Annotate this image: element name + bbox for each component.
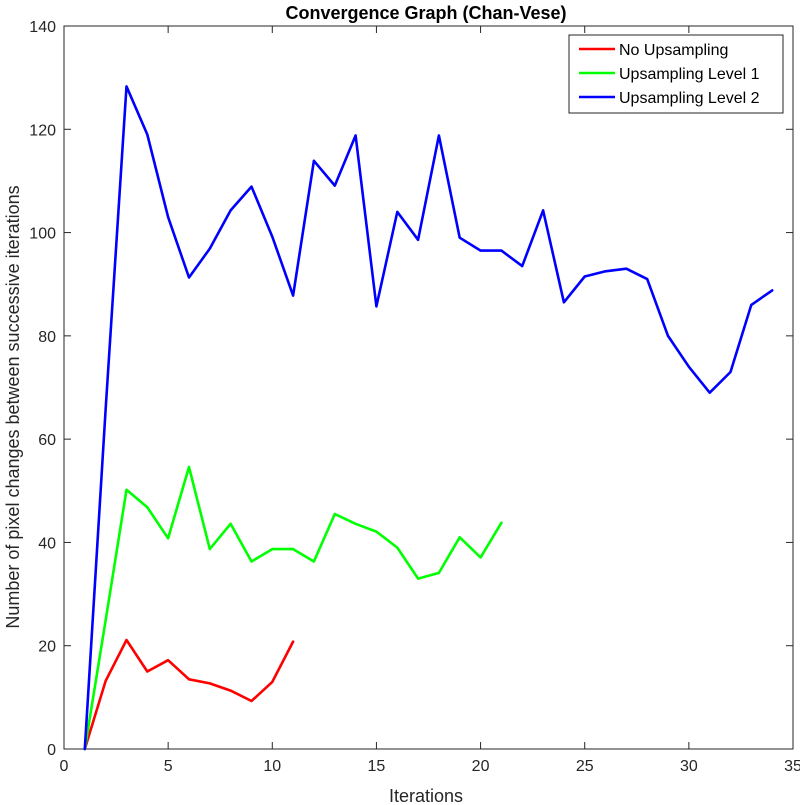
y-axis-title: Number of pixel changes between successi…: [3, 185, 23, 628]
y-tick-label: 0: [47, 742, 56, 759]
series-line-3: [83, 85, 774, 751]
axis-ticks: 0 5 10 15 20 25 30 35 0 20 40 60 80 100 120 140: [29, 19, 800, 775]
x-tick-label: 30: [680, 758, 698, 775]
plot-frame: [63, 25, 794, 750]
y-tick-label: 40: [38, 535, 56, 552]
series-line-2: [83, 465, 503, 751]
plot-area: [63, 25, 794, 750]
series-layer: [83, 85, 774, 751]
x-tick-label: 20: [472, 758, 490, 775]
y-tick-label: 20: [38, 639, 56, 656]
y-tick-label: 120: [29, 122, 56, 139]
legend-label: No Upsampling: [619, 42, 728, 59]
x-tick-label: 10: [263, 758, 281, 775]
y-tick-label: 80: [38, 329, 56, 346]
y-tick-label: 60: [38, 432, 56, 449]
x-tick-label: 15: [368, 758, 386, 775]
x-tick-label: 35: [784, 758, 800, 775]
y-tick-label: 100: [29, 226, 56, 243]
chart-title: Convergence Graph (Chan-Vese): [285, 3, 566, 23]
y-tick-label: 140: [29, 19, 56, 36]
x-tick-label: 0: [60, 758, 69, 775]
legend: No Upsampling Upsampling Level 1 Upsamplin…: [568, 34, 784, 114]
x-axis-title: Iterations: [389, 786, 463, 805]
x-tick-label: 5: [164, 758, 173, 775]
legend-label: Upsampling Level 2: [619, 90, 760, 107]
series-line-1: [83, 638, 295, 751]
x-tick-label: 25: [576, 758, 594, 775]
legend-label: Upsampling Level 1: [619, 66, 760, 83]
